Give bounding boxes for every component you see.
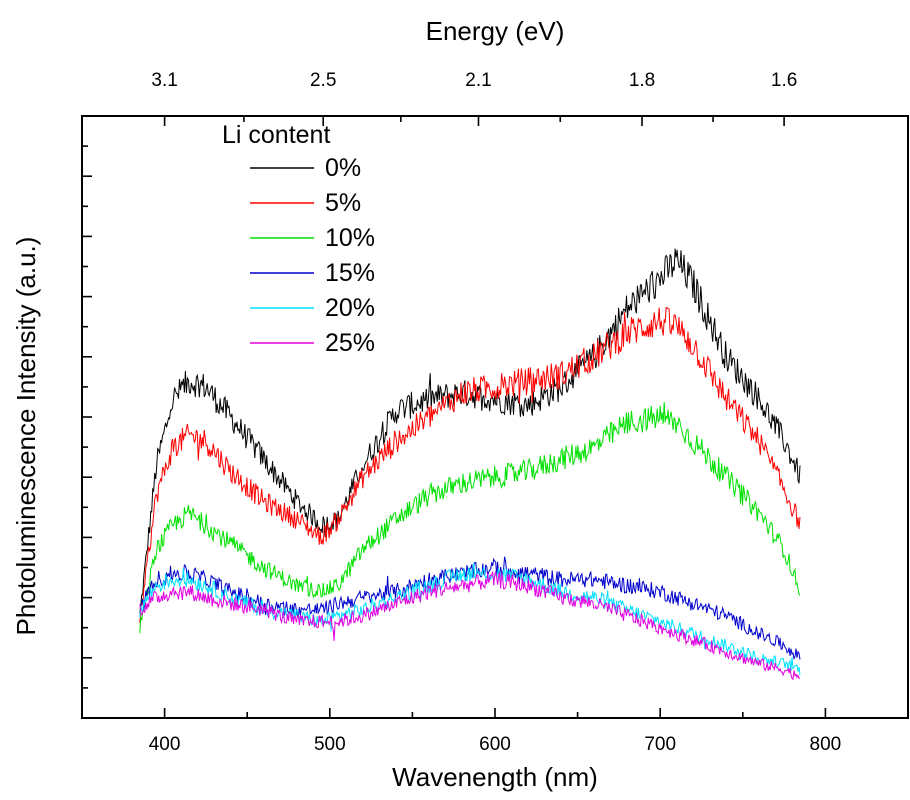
x-tick-label: 500 bbox=[314, 734, 346, 755]
legend-title: Li content bbox=[222, 121, 330, 149]
ticks-layer: 400 500 600 700 800 3.1 2.5 2.1 1.8 1.6 bbox=[81, 70, 909, 755]
legend-label: 10% bbox=[325, 224, 375, 252]
legend-label: 5% bbox=[325, 189, 361, 217]
legend-label: 0% bbox=[325, 154, 361, 182]
top-tick-label: 1.6 bbox=[771, 70, 797, 91]
series-line-5pct bbox=[139, 306, 801, 623]
top-tick-label: 1.8 bbox=[629, 70, 655, 91]
series-line-10pct bbox=[139, 401, 801, 634]
y-axis-label: Photoluminescence Intensity (a.u.) bbox=[11, 237, 41, 636]
x-tick-label: 700 bbox=[644, 734, 676, 755]
top-tick-label: 2.5 bbox=[310, 70, 336, 91]
x-axis-label: Wavenength (nm) bbox=[392, 762, 598, 792]
legend-label: 15% bbox=[325, 259, 375, 287]
top-tick-label: 3.1 bbox=[151, 70, 177, 91]
top-tick-label: 2.1 bbox=[465, 70, 491, 91]
x-tick-label: 600 bbox=[479, 734, 511, 755]
series-line-25pct bbox=[139, 571, 801, 681]
legend: Li content 0% 5% 10% 15% 20% 25% bbox=[222, 121, 375, 357]
top-axis-label: Energy (eV) bbox=[426, 16, 565, 46]
legend-label: 25% bbox=[325, 329, 375, 357]
x-tick-label: 800 bbox=[810, 734, 842, 755]
series-line-0pct bbox=[139, 248, 801, 614]
series-layer bbox=[139, 248, 801, 681]
x-tick-label: 400 bbox=[149, 734, 181, 755]
legend-label: 20% bbox=[325, 294, 375, 322]
